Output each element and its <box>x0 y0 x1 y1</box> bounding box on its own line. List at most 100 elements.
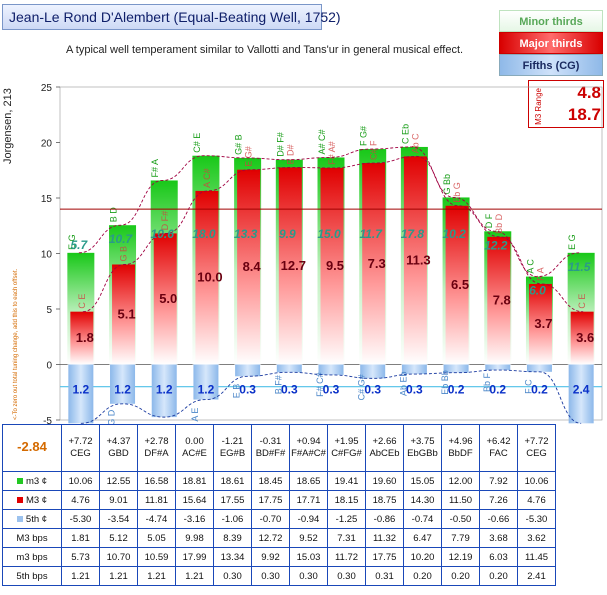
major-third-bps-label: 9.5 <box>326 258 344 273</box>
y-tick-label: 15 <box>41 194 53 205</box>
table-cell: 7.92 <box>479 471 518 491</box>
major-third-note-label: C E <box>77 294 87 309</box>
major-third-bar <box>320 167 344 365</box>
total-offset-cell: -2.84 <box>2 424 62 472</box>
column-offset: +3.75 <box>410 436 435 447</box>
minor-third-note-label: C Eb <box>400 124 410 144</box>
column-header: +7.72 CEG <box>61 424 100 472</box>
major-third-bps-label: 5.1 <box>117 306 135 321</box>
column-chord: BD#F# <box>255 448 286 459</box>
column-chord: C#FG# <box>331 448 362 459</box>
table-cell: 3.68 <box>479 528 518 548</box>
major-third-bar <box>195 190 219 365</box>
row-label-text: 5th ¢ <box>25 513 48 525</box>
major-third-trend-curve <box>82 155 584 313</box>
chart-subtitle: A typical well temperament similar to Va… <box>66 44 464 56</box>
fifth-bps-label: 2.4 <box>573 382 590 396</box>
fifth-bps-label: 1.2 <box>73 382 90 396</box>
row-swatch <box>16 515 23 522</box>
table-cell: 18.45 <box>251 471 290 491</box>
major-third-bar <box>403 156 427 365</box>
fifth-bar <box>401 364 427 375</box>
major-third-bar <box>570 311 594 365</box>
table-cell: -0.86 <box>365 509 404 529</box>
major-third-note-label: F A <box>535 267 545 281</box>
minor-third-trend-curve <box>78 146 580 278</box>
fifth-bps-label: 0.3 <box>323 382 340 396</box>
table-row: m3 ¢ 10.06 12.55 16.58 18.81 18.61 18.45 18.65 1… <box>2 471 556 491</box>
table-cell: -1.06 <box>213 509 252 529</box>
table-cell: 18.75 <box>365 490 404 510</box>
column-header: +4.96 BbDF <box>441 424 480 472</box>
chart-title: Jean-Le Rond D'Alembert (Equal-Beating W… <box>9 9 341 25</box>
table-cell: -3.16 <box>175 509 214 529</box>
fifth-note-label: Eb Bb <box>440 370 450 395</box>
fifth-bps-label: 0.3 <box>364 382 381 396</box>
table-cell: 10.70 <box>99 547 138 567</box>
row-label-text: m3 bps <box>16 551 48 563</box>
column-offset: +6.42 <box>486 436 511 447</box>
table-cell: 18.81 <box>175 471 214 491</box>
column-chord: DF#A <box>144 448 169 459</box>
m3-range-value-1: 4.8 <box>577 83 601 102</box>
row-label: 5th bps <box>2 566 62 586</box>
table-cell: 0.20 <box>479 566 518 586</box>
table-cell: 1.21 <box>175 566 214 586</box>
column-chord: CEG <box>526 448 547 459</box>
table-cell: 5.12 <box>99 528 138 548</box>
major-third-bar <box>237 169 261 365</box>
major-third-bps-label: 6.5 <box>451 277 469 292</box>
table-cell: -0.66 <box>479 509 518 529</box>
minor-third-note-label: A C <box>525 259 535 274</box>
y-tick-label: -5 <box>43 416 52 425</box>
table-cell: 10.20 <box>403 547 442 567</box>
column-header: +7.72 CEG <box>517 424 556 472</box>
column-offset: +0.94 <box>296 436 321 447</box>
fifth-bps-label: 0.3 <box>281 382 298 396</box>
fifth-bar <box>68 364 94 424</box>
minor-third-bps-label: 15.0 <box>317 227 341 241</box>
table-cell: 18.65 <box>289 471 328 491</box>
table-cell: 0.20 <box>403 566 442 586</box>
table-row: M3 ¢ 4.76 9.01 11.81 15.64 17.55 17.75 17.71 18.… <box>2 490 556 510</box>
m3-range-box: M3 Range 4.8 18.7 <box>528 80 604 128</box>
y-tick-label: 20 <box>41 139 53 150</box>
major-third-note-label: D F# <box>160 211 170 231</box>
table-cell: 0.30 <box>251 566 290 586</box>
column-chord: CEG <box>70 448 91 459</box>
table-cell: 1.21 <box>61 566 100 586</box>
minor-third-note-label: C# E <box>192 133 202 153</box>
table-cell: -1.25 <box>327 509 366 529</box>
table-cell: 9.52 <box>289 528 328 548</box>
column-header: +2.78 DF#A <box>137 424 176 472</box>
table-cell: 18.15 <box>327 490 366 510</box>
fifth-bar <box>443 364 469 373</box>
fifth-note-label: B F# <box>273 375 283 394</box>
table-cell: 14.30 <box>403 490 442 510</box>
fifth-note-label: G D <box>107 409 117 425</box>
column-offset: +1.95 <box>334 436 359 447</box>
table-cell: 11.72 <box>327 547 366 567</box>
fifth-bar <box>485 364 511 371</box>
major-third-bps-label: 8.4 <box>243 259 262 274</box>
major-third-bps-label: 5.0 <box>159 291 177 306</box>
fifth-note-label: E B <box>232 384 242 399</box>
major-third-bps-label: 3.7 <box>534 316 552 331</box>
y-tick-label: 0 <box>46 361 52 372</box>
table-cell: 17.99 <box>175 547 214 567</box>
column-header: +0.94 F#A#C# <box>289 424 328 472</box>
table-cell: 4.76 <box>517 490 556 510</box>
column-offset: -1.21 <box>221 436 244 447</box>
table-row: 5th ¢ -5.30 -3.54 -4.74 -3.16 -1.06 -0.70 -0.94… <box>2 509 556 529</box>
table-row: 5th bps 1.21 1.21 1.21 1.21 0.30 0.30 0.30 0.30 0… <box>2 566 556 586</box>
row-label-text: M3 bps <box>16 532 48 544</box>
table-cell: 17.71 <box>289 490 328 510</box>
minor-third-bps-label: 13.3 <box>234 227 258 241</box>
table-header-row: -2.84 +7.72 CEG +4.37 GBD +2.78 DF#A 0.00 AC#E -… <box>2 424 556 472</box>
table-cell: 11.45 <box>517 547 556 567</box>
minor-third-bps-label: 5.7 <box>71 238 89 252</box>
table-cell: 0.20 <box>441 566 480 586</box>
table-cell: 10.59 <box>137 547 176 567</box>
table-cell: 9.01 <box>99 490 138 510</box>
